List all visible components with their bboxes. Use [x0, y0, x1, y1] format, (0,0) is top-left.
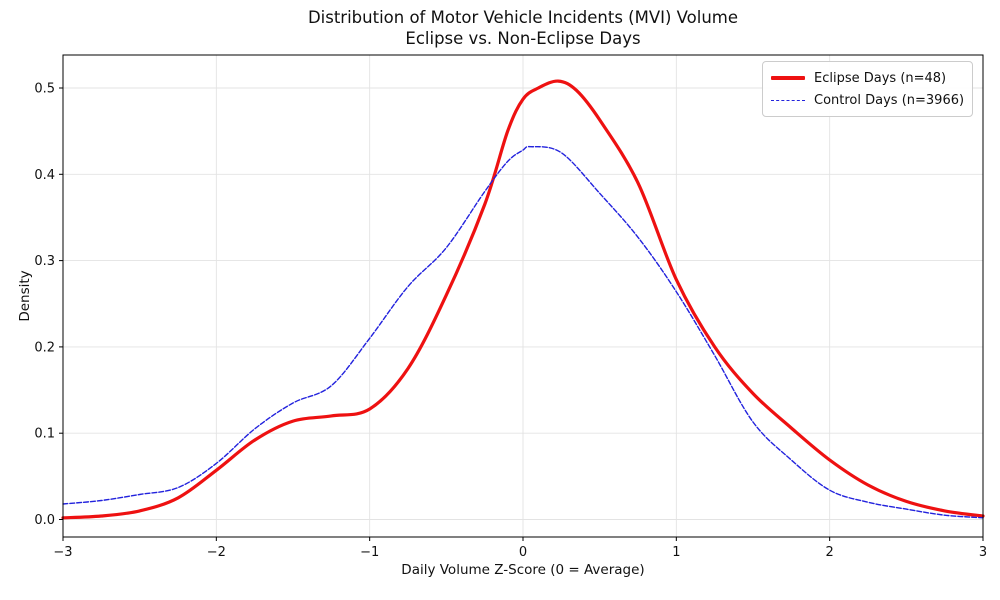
y-tick-label: 0.4: [34, 168, 55, 183]
eclipse-density-curve: [61, 79, 985, 520]
control-line-swatch: [771, 99, 805, 101]
y-axis-label: Density: [17, 270, 33, 322]
x-tick-label: −1: [360, 545, 379, 560]
x-tick-label: 1: [672, 545, 680, 560]
chart-title-line2: Eclipse vs. Non-Eclipse Days: [405, 29, 641, 48]
chart-title-line1: Distribution of Motor Vehicle Incidents …: [307, 8, 739, 27]
x-tick-label: −3: [53, 545, 72, 560]
legend: Eclipse Days (n=48) Control Days (n=3966…: [762, 61, 973, 117]
x-axis-label: Daily Volume Z-Score (0 = Average): [401, 562, 645, 578]
eclipse-line-swatch: [771, 76, 805, 80]
legend-label-control: Control Days (n=3966): [814, 92, 965, 108]
chart-title: Distribution of Motor Vehicle Incidents …: [63, 7, 983, 49]
y-tick-label: 0.1: [34, 427, 55, 442]
x-tick-label: 3: [979, 545, 987, 560]
y-tick-label: 0.0: [34, 513, 55, 528]
x-tick-label: −2: [207, 545, 226, 560]
legend-entry-eclipse: Eclipse Days (n=48): [771, 67, 964, 89]
legend-label-eclipse: Eclipse Days (n=48): [814, 70, 947, 86]
x-tick-label: 2: [826, 545, 834, 560]
control-density-curve: [62, 145, 984, 519]
x-tick-label: 0: [519, 545, 527, 560]
legend-entry-control: Control Days (n=3966): [771, 89, 964, 111]
y-tick-label: 0.2: [34, 340, 55, 355]
y-tick-label: 0.3: [34, 254, 55, 269]
y-tick-label: 0.5: [34, 82, 55, 97]
